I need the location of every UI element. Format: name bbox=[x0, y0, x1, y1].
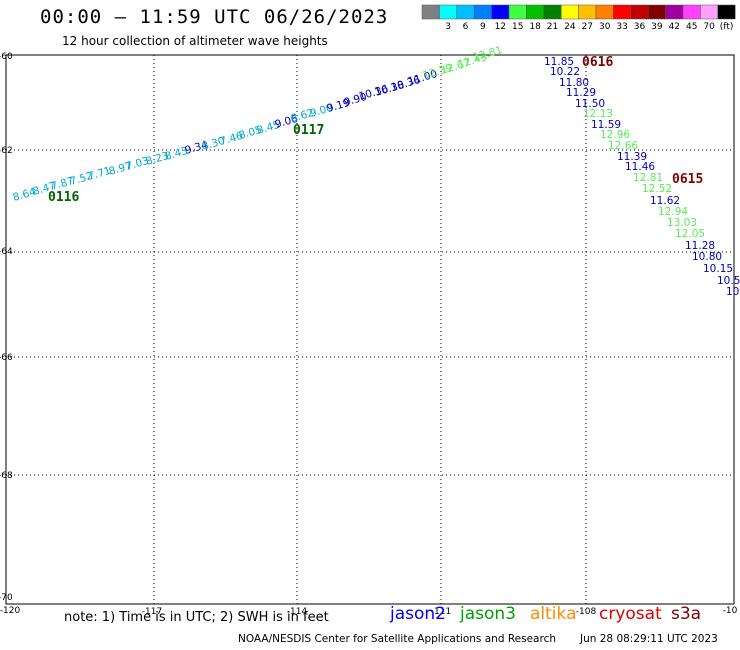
lon-tick-label: -117 bbox=[142, 607, 162, 617]
satellite-jason3-label: jason3 bbox=[460, 604, 516, 624]
pass-number-label: 0117 bbox=[293, 123, 324, 138]
legend-swatch bbox=[595, 4, 614, 20]
wave-height-value: 12.13 bbox=[583, 108, 613, 120]
wave-height-value: 12.05 bbox=[675, 228, 705, 240]
lon-tick-label: -120 bbox=[0, 606, 20, 616]
lon-tick-label: -111 bbox=[431, 607, 451, 617]
wave-height-value: 12.96 bbox=[600, 129, 630, 141]
lat-tick-label: -62 bbox=[0, 146, 13, 156]
wave-height-value: 11.80 bbox=[559, 77, 589, 89]
wave-height-value: 10.5 bbox=[717, 275, 740, 287]
wave-height-value: 12.52 bbox=[642, 183, 672, 195]
legend-label: 33 bbox=[616, 22, 627, 32]
legend-label: 30 bbox=[599, 22, 611, 32]
legend-swatch bbox=[613, 4, 632, 20]
pass-labels: 0116 0117 0616 0615 bbox=[48, 55, 703, 205]
wave-height-value: 10 bbox=[726, 286, 739, 298]
legend-label: 39 bbox=[651, 22, 663, 32]
page-subtitle: 12 hour collection of altimeter wave hei… bbox=[62, 34, 328, 48]
legend-label: 21 bbox=[547, 22, 558, 32]
legend-swatch bbox=[630, 4, 649, 20]
legend-swatch bbox=[543, 4, 562, 20]
wave-height-value: 13.03 bbox=[667, 217, 697, 229]
lon-tick-label: -114 bbox=[287, 607, 308, 617]
legend-label: 15 bbox=[512, 22, 523, 32]
satellite-cryosat-label: cryosat bbox=[599, 604, 662, 624]
lat-tick-label: -66 bbox=[0, 353, 13, 363]
satellite-altika-label: altika bbox=[530, 604, 577, 624]
wave-height-value: 10.80 bbox=[692, 251, 722, 263]
lon-tick-label: -108 bbox=[576, 607, 597, 617]
legend-swatch bbox=[700, 4, 719, 20]
legend-label: 42 bbox=[669, 22, 680, 32]
legend-label: 45 bbox=[686, 22, 697, 32]
map-grid bbox=[6, 55, 734, 604]
legend-swatch bbox=[682, 4, 701, 20]
wave-height-value: 11.39 bbox=[617, 151, 647, 163]
credit-text: NOAA/NESDIS Center for Satellite Applica… bbox=[238, 633, 556, 645]
note-text: note: 1) Time is in UTC; 2) SWH is in fe… bbox=[64, 610, 329, 625]
legend-swatch bbox=[473, 4, 492, 20]
lat-tick-label: -70 bbox=[0, 593, 13, 603]
legend-swatch bbox=[439, 4, 458, 20]
wave-height-value: 10.22 bbox=[550, 66, 580, 78]
wave-height-value: 12.94 bbox=[658, 206, 688, 218]
legend-swatch bbox=[665, 4, 684, 20]
legend-label: 36 bbox=[634, 22, 646, 32]
pass-number-label: 0615 bbox=[672, 172, 703, 187]
satellite-jason2-label: jason2 bbox=[390, 604, 446, 624]
legend-label: 18 bbox=[529, 22, 541, 32]
lon-tick-label: -10 bbox=[723, 606, 738, 616]
satellite-tracks: 8.648.477.877.527.718.977.038.238.439.34… bbox=[12, 44, 740, 298]
legend-swatch bbox=[647, 4, 666, 20]
legend-swatch bbox=[526, 4, 545, 20]
map-frame bbox=[5, 54, 735, 605]
map-axis-ticks: -120 -117 -114 -111 -108 -10 -60 -62 -64 -66 -68 -7… bbox=[0, 52, 738, 617]
legend-label: 3 bbox=[445, 22, 451, 32]
wave-height-value: 11.28 bbox=[685, 240, 715, 252]
legend-label: 70 bbox=[703, 22, 715, 32]
legend-label: 27 bbox=[582, 22, 593, 32]
wave-height-value: 11.46 bbox=[625, 161, 655, 173]
color-scale-legend: 3 6 9 12 15 18 21 24 27 30 33 36 39 42 45 70 (ft) bbox=[421, 4, 736, 32]
legend-label: 6 bbox=[463, 22, 469, 32]
lat-tick-label: -64 bbox=[0, 247, 13, 257]
wave-height-value: 10.15 bbox=[703, 263, 733, 275]
page-title: 00:00 — 11:59 UTC 06/26/2023 bbox=[40, 6, 389, 28]
satellite-s3a-label: s3a bbox=[671, 604, 702, 624]
wave-height-value: 11.29 bbox=[566, 87, 596, 99]
legend-swatch bbox=[560, 4, 579, 20]
legend-label: 12 bbox=[495, 22, 506, 32]
legend-swatch bbox=[491, 4, 510, 20]
legend-swatch bbox=[508, 4, 527, 20]
legend-label: 24 bbox=[564, 22, 576, 32]
wave-height-value: 11.62 bbox=[650, 195, 680, 207]
pass-number-label: 0116 bbox=[48, 190, 79, 205]
generated-timestamp: Jun 28 08:29:11 UTC 2023 bbox=[580, 633, 718, 645]
lat-tick-label: -60 bbox=[0, 52, 13, 62]
wave-height-value: 12.66 bbox=[608, 140, 638, 152]
legend-swatch bbox=[578, 4, 597, 20]
legend-unit: (ft) bbox=[720, 22, 734, 32]
wave-height-value: 11.50 bbox=[575, 98, 605, 110]
pass-number-label: 0616 bbox=[582, 55, 613, 70]
legend-label: 9 bbox=[480, 22, 486, 32]
legend-swatch bbox=[456, 4, 475, 20]
wave-height-value: 11.85 bbox=[544, 56, 574, 68]
wave-height-value: 11.59 bbox=[591, 119, 621, 131]
legend-swatch bbox=[717, 4, 736, 20]
wave-height-value: 12.81 bbox=[633, 172, 663, 184]
legend-swatch bbox=[421, 4, 440, 20]
lat-tick-label: -68 bbox=[0, 471, 13, 481]
